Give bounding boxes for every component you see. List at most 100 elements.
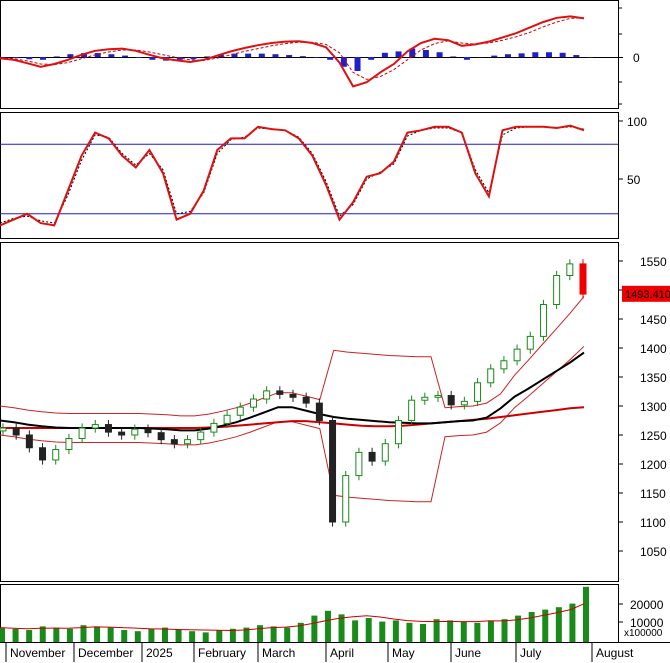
- stochastic-tick-label: 100: [627, 115, 647, 129]
- volume-bar: [80, 625, 87, 642]
- price-candle: [579, 263, 587, 295]
- price-tick-label: 1250: [640, 429, 667, 443]
- panel-frame: [0, 112, 619, 239]
- x-tick-label: August: [596, 646, 634, 660]
- macd-histogram-bar: [135, 57, 142, 58]
- volume-bar: [311, 615, 318, 642]
- price-candle: [368, 451, 376, 462]
- volume-bar: [542, 609, 549, 642]
- x-tick-label: July: [520, 646, 541, 660]
- price-candle: [421, 396, 429, 401]
- volume-bar: [12, 628, 19, 642]
- price-candle: [474, 382, 482, 402]
- macd-histogram-bar: [217, 54, 224, 57]
- volume-bar: [583, 586, 589, 642]
- macd-histogram-bar: [354, 57, 361, 71]
- price-candle: [170, 439, 178, 445]
- macd-histogram-bar: [422, 50, 429, 57]
- macd-histogram-bar: [12, 57, 19, 59]
- price-candle: [381, 443, 389, 462]
- macd-histogram-bar: [532, 52, 539, 57]
- price-candle: [487, 368, 495, 384]
- volume-unit-label: x100000: [624, 628, 663, 639]
- stochastic-tick-label: 50: [627, 173, 641, 187]
- volume-bar: [121, 630, 128, 642]
- price-candle: [39, 447, 47, 461]
- volume-bar: [175, 630, 182, 642]
- price-tick-label: 1100: [640, 516, 666, 530]
- price-candle: [184, 439, 192, 445]
- volume-bar: [189, 631, 196, 642]
- panel-frame: [0, 242, 619, 582]
- price-candle: [408, 399, 416, 422]
- price-tick-label: 1200: [640, 458, 667, 472]
- price-candle: [65, 437, 73, 451]
- macd-histogram-bar: [504, 54, 511, 57]
- volume-bar: [460, 621, 467, 642]
- price-candle: [0, 427, 7, 432]
- last-price-badge: [622, 285, 670, 302]
- stochastic-k-line: [0, 124, 585, 227]
- x-tick-label: December: [78, 646, 133, 660]
- macd-histogram-bar: [286, 55, 293, 57]
- volume-bar: [474, 622, 481, 642]
- volume-bar: [569, 603, 576, 642]
- volume-tick-label: 20000: [630, 598, 664, 612]
- macd-histogram-bar: [204, 56, 211, 57]
- volume-bar: [555, 607, 562, 642]
- price-candle: [276, 390, 284, 395]
- macd-histogram-bar: [67, 54, 74, 57]
- volume-bar: [528, 612, 535, 642]
- price-candle: [78, 427, 86, 439]
- price-candle: [434, 395, 442, 398]
- volume-bar: [148, 628, 155, 642]
- price-candle: [144, 428, 152, 434]
- volume-bar: [39, 626, 46, 642]
- macd-histogram-bar: [436, 52, 443, 57]
- price-candle: [52, 449, 60, 461]
- price-tick-label: 1150: [640, 487, 666, 501]
- volume-bar: [447, 620, 454, 642]
- volume-bar: [365, 618, 372, 642]
- price-candle: [91, 424, 99, 429]
- volume-bar: [53, 627, 60, 642]
- x-tick-label: May: [392, 646, 415, 660]
- volume-bar: [379, 621, 386, 642]
- macd-line: [0, 15, 585, 88]
- price-candle: [197, 431, 205, 441]
- volume-tick-label: 10000: [630, 616, 664, 630]
- macd-histogram-bar: [340, 57, 347, 67]
- macd-signal-line: [0, 17, 585, 80]
- price-candle: [566, 263, 574, 276]
- macd-histogram-bar: [40, 57, 47, 60]
- volume-bar: [270, 626, 277, 642]
- macd-histogram-bar: [26, 57, 33, 60]
- price-candle: [302, 396, 310, 404]
- macd-histogram-bar: [573, 55, 580, 57]
- volume-bar: [26, 630, 33, 642]
- macd-histogram-bar: [190, 57, 197, 60]
- price-candle: [500, 360, 508, 370]
- volume-bar: [392, 620, 399, 642]
- volume-bar: [216, 630, 223, 642]
- volume-bar: [134, 631, 141, 642]
- macd-histogram-bar: [545, 52, 552, 57]
- price-candle: [118, 431, 126, 436]
- price-candle: [104, 424, 112, 433]
- price-tick-label: 1550: [640, 255, 667, 269]
- volume-bar: [406, 622, 413, 642]
- volume-bar: [515, 615, 522, 642]
- price-candle: [210, 422, 218, 433]
- volume-bar: [487, 620, 494, 642]
- macd-histogram-bar: [313, 57, 320, 58]
- volume-bar: [338, 614, 345, 642]
- volume-bar: [229, 628, 236, 642]
- volume-bar: [297, 622, 304, 642]
- macd-histogram-bar: [368, 57, 375, 60]
- volume-bar: [352, 620, 359, 642]
- volume-bar: [161, 627, 168, 642]
- volume-bar: [257, 625, 264, 642]
- macd-histogram-bar: [122, 55, 129, 57]
- price-tick-label: 1400: [640, 342, 667, 356]
